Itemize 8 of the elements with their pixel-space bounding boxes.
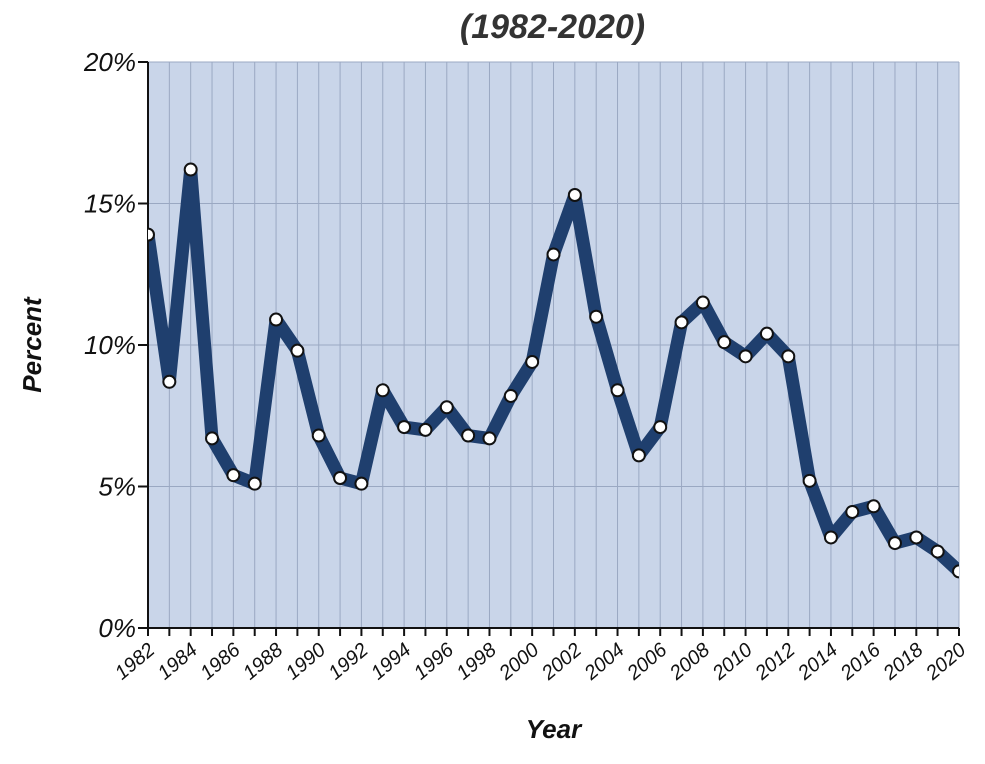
y-axis-title: Percent	[17, 296, 48, 393]
y-tick-label: 20%	[82, 47, 136, 78]
chart-title: (1982-2020)	[458, 8, 646, 48]
x-axis-title: Year	[526, 714, 584, 744]
y-tick-label: 0%	[98, 613, 136, 644]
y-tick-label: 15%	[84, 188, 136, 219]
y-tick-label: 10%	[84, 330, 136, 360]
y-tick-label: 5%	[98, 472, 136, 502]
